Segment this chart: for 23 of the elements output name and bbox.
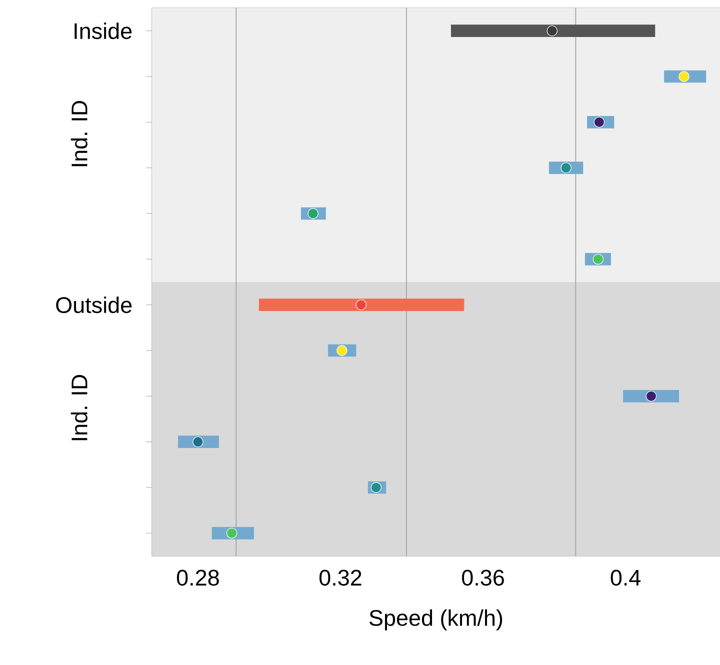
point bbox=[546, 26, 558, 36]
x-tick-label: 0.4 bbox=[610, 570, 641, 586]
point bbox=[370, 482, 382, 493]
point bbox=[192, 436, 204, 448]
point bbox=[336, 345, 348, 356]
point bbox=[678, 71, 690, 82]
y-tick-label: Outside bbox=[56, 296, 132, 314]
point bbox=[560, 162, 572, 174]
x-tick-label: 0.36 bbox=[462, 570, 504, 586]
x-tick-label: 0.28 bbox=[176, 570, 219, 586]
point bbox=[356, 299, 367, 310]
x-axis-title: Speed (km/h) bbox=[370, 609, 502, 630]
point bbox=[594, 116, 605, 128]
text: Ind. ID bbox=[70, 374, 88, 440]
y-tick-label: Inside bbox=[74, 22, 132, 40]
point bbox=[226, 528, 238, 539]
point bbox=[646, 390, 657, 402]
point bbox=[308, 208, 318, 219]
y-axis-title: Ind. ID bbox=[70, 100, 88, 166]
x-tick-label: 0.32 bbox=[319, 570, 362, 586]
point bbox=[592, 254, 604, 265]
bar bbox=[450, 24, 656, 38]
bar bbox=[258, 298, 464, 312]
